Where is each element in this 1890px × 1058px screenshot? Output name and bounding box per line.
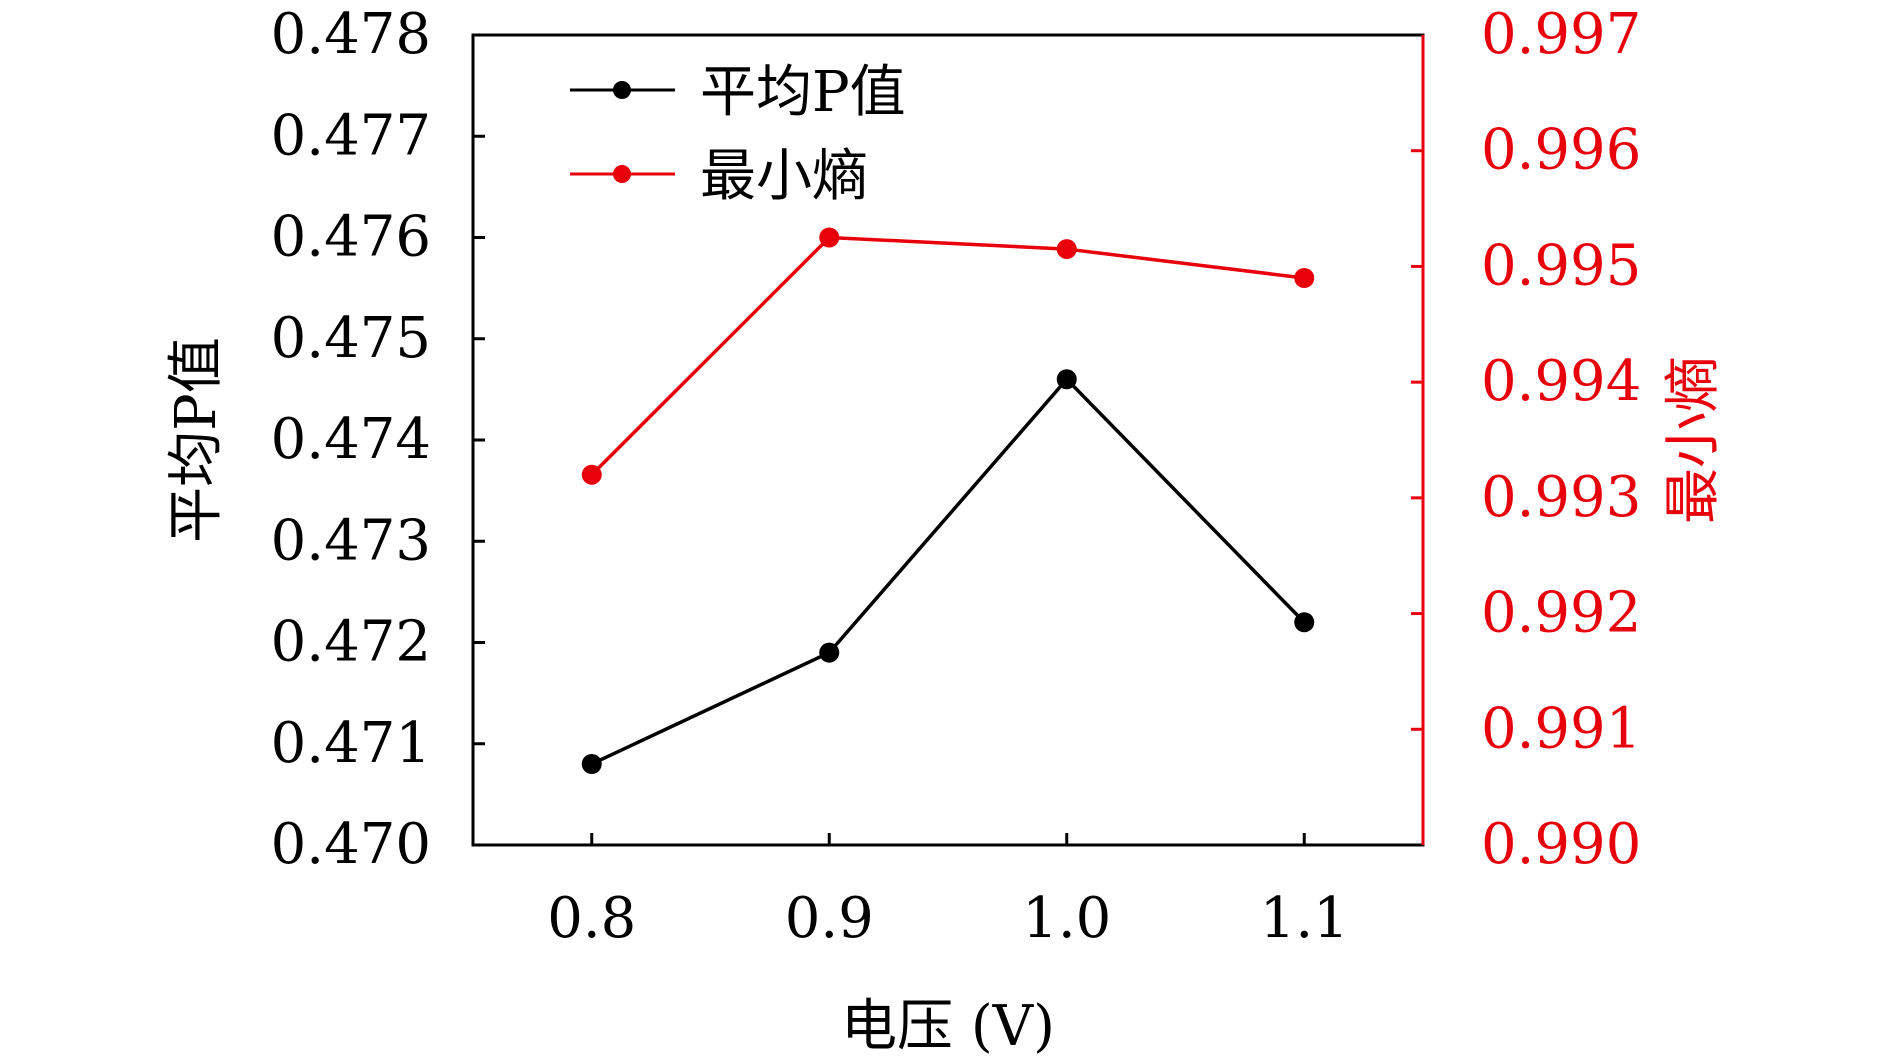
y-left-tick-label: 0.478 — [271, 2, 431, 67]
data-point-avg-p — [1056, 369, 1077, 390]
x-tick-label: 1.1 — [1260, 886, 1349, 951]
left-axis-title: 平均P值 — [164, 337, 229, 543]
data-point-min-entropy — [1056, 239, 1077, 260]
y-left-tick-label: 0.473 — [271, 508, 431, 573]
series-line-avg-p — [591, 376, 1306, 766]
x-tick-label: 0.8 — [547, 886, 636, 951]
data-point-avg-p — [1294, 612, 1315, 633]
y-right-tick-label: 0.991 — [1481, 696, 1641, 761]
x-tick-label: 0.9 — [785, 886, 874, 951]
legend-marker-min-entropy — [613, 165, 631, 183]
legend-marker-avg-p — [613, 81, 631, 99]
right-axis-title: 最小熵 — [1661, 356, 1726, 524]
plot-frame — [471, 33, 1425, 847]
series-layer — [581, 227, 1315, 774]
data-point-avg-p — [819, 642, 840, 663]
y-left-tick-label: 0.475 — [271, 306, 431, 371]
y-right-tick-label: 0.990 — [1481, 812, 1641, 877]
data-point-min-entropy — [1294, 268, 1315, 288]
legend-label-min-entropy: 最小熵 — [700, 144, 868, 209]
y-left-tick-label: 0.471 — [271, 711, 431, 776]
ticks-layer: 0.470 0.471 0.472 0.473 0.474 0.475 0.476 0.477… — [271, 2, 1642, 951]
x-tick-label: 1.0 — [1022, 886, 1111, 951]
legend: 平均P值 最小熵 — [570, 60, 906, 209]
y-right-tick-label: 0.994 — [1481, 349, 1641, 414]
x-axis-title: 电压 (V) — [841, 994, 1055, 1058]
y-left-tick-label: 0.472 — [271, 610, 431, 675]
y-right-tick-label: 0.997 — [1481, 2, 1641, 67]
y-left-tick-label: 0.474 — [271, 407, 431, 472]
y-left-tick-label: 0.477 — [271, 103, 431, 168]
y-left-tick-label: 0.470 — [271, 812, 431, 877]
data-point-min-entropy — [581, 464, 602, 485]
y-left-tick-label: 0.476 — [271, 205, 431, 270]
legend-label-avg-p: 平均P值 — [700, 60, 906, 125]
y-right-tick-label: 0.993 — [1481, 465, 1641, 530]
y-right-tick-label: 0.995 — [1481, 233, 1641, 298]
data-point-avg-p — [581, 754, 602, 774]
y-right-tick-label: 0.992 — [1481, 581, 1641, 646]
data-point-min-entropy — [819, 227, 840, 248]
y-right-tick-label: 0.996 — [1481, 118, 1641, 183]
series-line-min-entropy — [590, 235, 1305, 476]
